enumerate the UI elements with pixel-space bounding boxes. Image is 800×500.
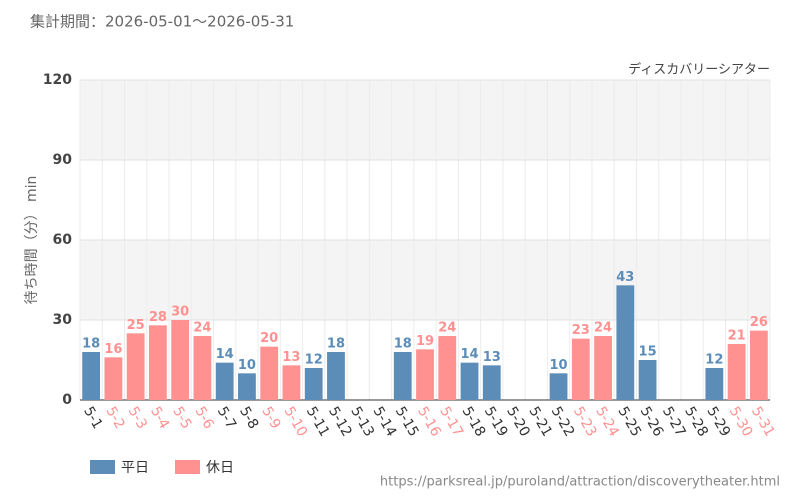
bar (594, 336, 612, 400)
y-axis-label: 待ち時間（分） min (24, 176, 40, 305)
bar (482, 365, 501, 400)
source-url: https://parksreal.jp/puroland/attraction… (380, 475, 780, 490)
legend-swatch (175, 460, 200, 474)
data-label: 21 (728, 329, 746, 344)
data-label: 18 (327, 337, 345, 352)
x-tick-label: 5-4 (147, 404, 172, 432)
x-tick-label: 5-3 (125, 404, 150, 432)
bar (304, 368, 323, 400)
legend-label: 休日 (206, 460, 234, 476)
bar (393, 352, 412, 400)
data-label: 24 (438, 321, 456, 336)
bar (727, 344, 746, 400)
data-label: 10 (238, 358, 256, 373)
data-label: 13 (483, 350, 501, 365)
x-tick-label: 5-31 (748, 404, 778, 440)
data-label: 28 (149, 310, 167, 325)
data-label: 14 (216, 347, 234, 362)
bar (416, 349, 434, 400)
bar (82, 352, 101, 400)
bar (705, 368, 724, 400)
legend-label: 平日 (121, 460, 149, 476)
bar (749, 330, 768, 400)
data-label: 43 (616, 270, 634, 285)
data-label: 24 (594, 321, 612, 336)
data-label: 14 (460, 347, 478, 362)
data-label: 16 (104, 342, 122, 357)
x-tick-label: 5-2 (102, 404, 127, 432)
data-label: 18 (394, 337, 412, 352)
data-label: 30 (171, 305, 189, 320)
x-tick-label: 5-9 (258, 404, 283, 432)
chart-title: 集計期間：2026-05-01～2026-05-31 (30, 13, 294, 31)
y-tick-label: 30 (53, 312, 73, 328)
y-tick-label: 120 (43, 72, 72, 88)
bar (327, 352, 345, 400)
data-label: 24 (193, 321, 211, 336)
x-tick-label: 5-6 (191, 404, 216, 432)
grid-band (80, 80, 770, 160)
data-label: 18 (82, 337, 100, 352)
bar (260, 346, 279, 400)
x-tick-label: 5-1 (80, 404, 105, 432)
bar (238, 373, 256, 400)
bar (149, 325, 167, 400)
data-label: 13 (282, 350, 300, 365)
bar (215, 362, 234, 400)
bar (549, 373, 568, 400)
data-label: 15 (639, 345, 657, 360)
grid-band (80, 240, 770, 320)
y-tick-label: 90 (53, 152, 73, 168)
data-label: 12 (705, 353, 723, 368)
data-label: 23 (572, 323, 590, 338)
bar (460, 362, 479, 400)
chart-subtitle: ディスカバリーシアター (628, 62, 770, 78)
x-tick-label: 5-8 (236, 404, 261, 432)
data-label: 26 (750, 315, 768, 330)
bar (193, 336, 212, 400)
bar (126, 333, 145, 400)
bar (171, 320, 190, 400)
data-label: 20 (260, 331, 278, 346)
bar (282, 365, 301, 400)
x-tick-label: 5-7 (214, 404, 239, 432)
legend-swatch (90, 460, 115, 474)
bar (616, 285, 635, 400)
y-tick-label: 60 (53, 232, 73, 248)
bar (638, 360, 657, 400)
y-tick-label: 0 (62, 392, 72, 408)
bar (104, 357, 123, 400)
data-label: 12 (305, 353, 323, 368)
data-label: 10 (550, 358, 568, 373)
bar (571, 338, 590, 400)
bar (438, 336, 457, 400)
data-label: 25 (127, 318, 145, 333)
x-tick-label: 5-5 (169, 404, 194, 432)
data-label: 19 (416, 334, 434, 349)
